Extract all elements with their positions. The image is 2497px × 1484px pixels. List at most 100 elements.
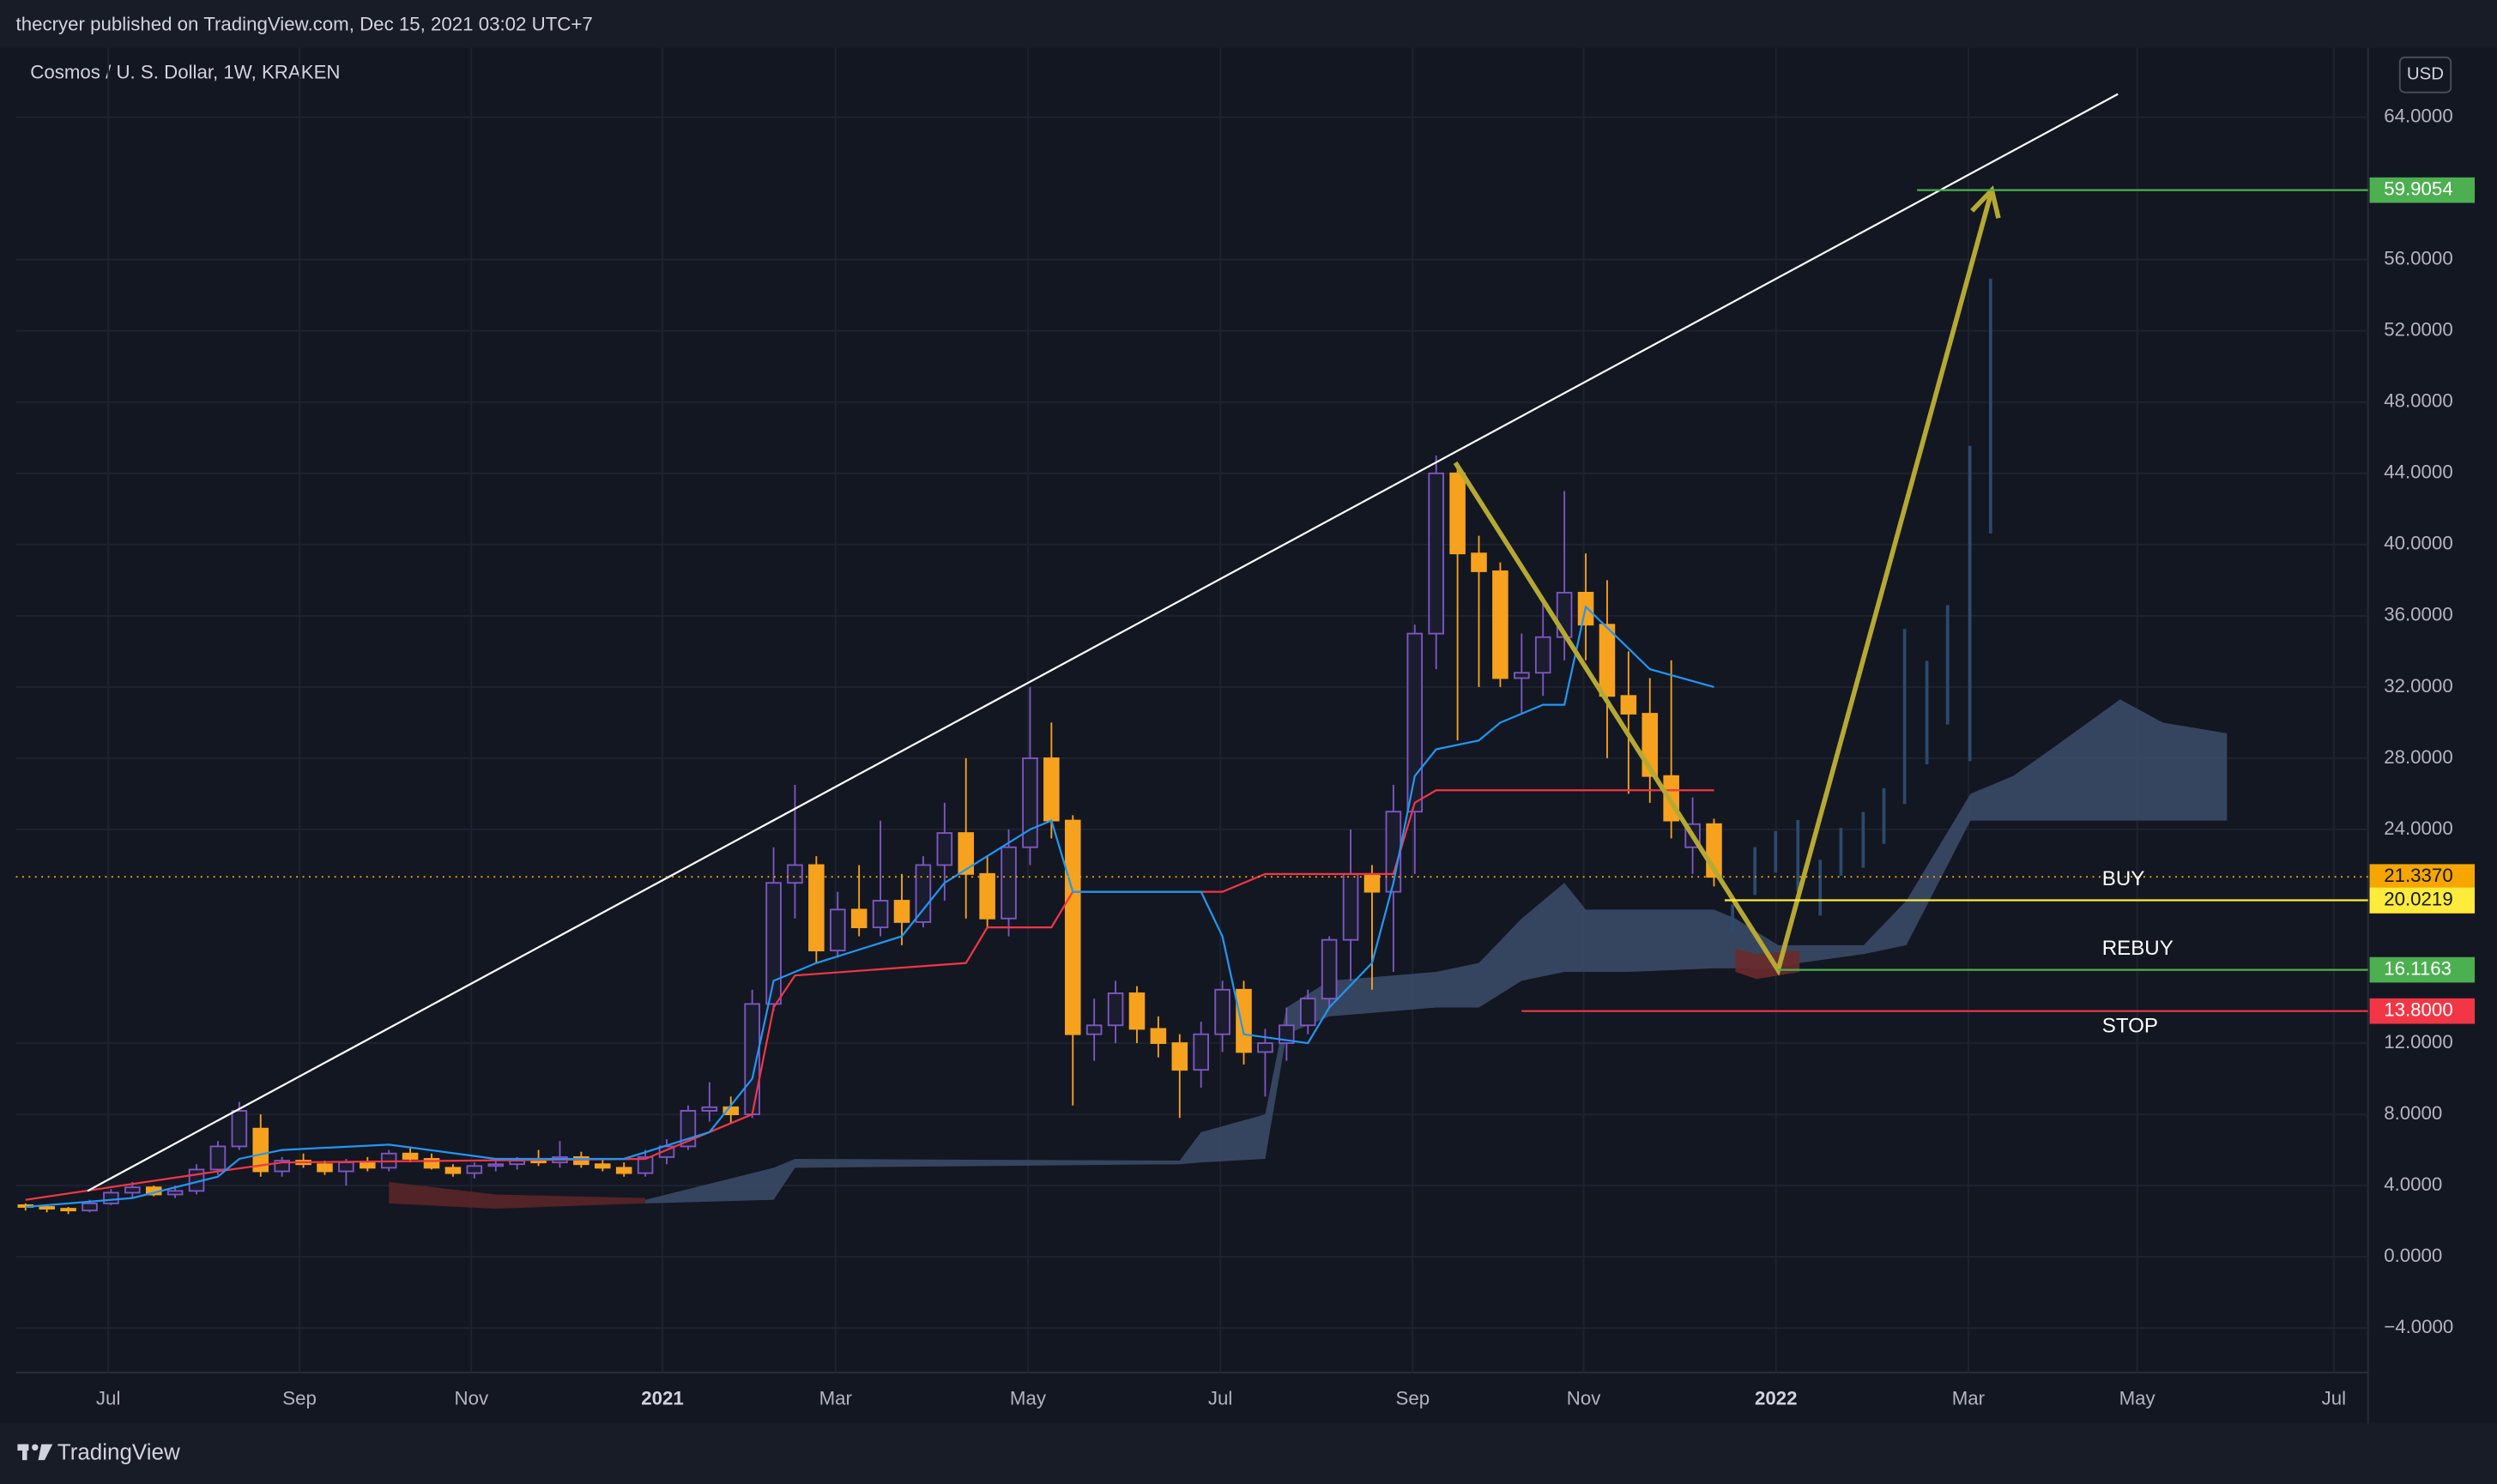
level-price-label: 13.8000: [2384, 999, 2452, 1021]
candle-body: [338, 1161, 354, 1173]
y-tick-label: 28.0000: [2384, 746, 2452, 768]
candle-body: [637, 1155, 654, 1174]
candle-body: [701, 1106, 718, 1112]
x-tick-label: Mar: [819, 1388, 853, 1409]
brand-logo: [17, 1444, 53, 1461]
candle-body: [317, 1163, 333, 1173]
y-tick-label: 24.0000: [2384, 817, 2452, 839]
level-name: STOP: [2102, 1015, 2158, 1038]
candle-body: [252, 1127, 269, 1173]
currency-box[interactable]: [2398, 56, 2452, 94]
trend-line: [87, 93, 2119, 1192]
candle-body: [1085, 1024, 1103, 1035]
candle-body: [423, 1158, 440, 1169]
level-price-label: 20.0219: [2384, 888, 2452, 909]
candle-body: [979, 872, 995, 920]
candle-body: [1492, 570, 1508, 679]
candle-body: [1064, 819, 1081, 1035]
candle-body: [872, 900, 889, 929]
x-tick-label: Sep: [282, 1388, 317, 1409]
candle-body: [360, 1161, 376, 1169]
y-tick-label: 12.0000: [2384, 1031, 2452, 1053]
x-tick-label: Jul: [96, 1388, 120, 1409]
ichimoku-cloud: [389, 1181, 646, 1210]
candle-body: [509, 1160, 525, 1166]
candle-body: [1001, 846, 1017, 920]
currency[interactable]: USD: [2407, 65, 2444, 84]
y-tick-label: −4.0000: [2384, 1316, 2453, 1337]
symbol-title: Cosmos / U. S. Dollar, 1W, KRAKEN: [30, 61, 340, 82]
y-tick-label: 44.0000: [2384, 461, 2452, 483]
y-tick-label: 56.0000: [2384, 248, 2452, 269]
level-price-label: 16.1163: [2384, 957, 2452, 979]
x-tick-label: May: [2119, 1388, 2156, 1409]
candle-body: [1043, 757, 1060, 822]
candle-body: [466, 1165, 483, 1174]
candle-body: [1128, 992, 1146, 1030]
candle-body: [1299, 998, 1316, 1027]
candle-body: [615, 1167, 632, 1174]
level-price-box: [2369, 956, 2476, 983]
candle-body: [487, 1163, 505, 1167]
candle-body: [808, 864, 825, 952]
y-tick-label: 32.0000: [2384, 675, 2452, 697]
candle-body: [1321, 938, 1338, 1000]
x-tick-label: Jul: [1208, 1388, 1232, 1409]
x-tick-label: 2022: [1755, 1388, 1798, 1409]
y-tick-label: 0.0000: [2384, 1245, 2442, 1266]
candle-body: [1214, 988, 1230, 1035]
candle-body: [60, 1208, 76, 1212]
candle-body: [166, 1190, 184, 1196]
level-price-box: [2369, 998, 2476, 1024]
y-tick-label: 40.0000: [2384, 533, 2452, 554]
candle-body: [209, 1145, 227, 1171]
candle-body: [231, 1109, 248, 1148]
candle-body: [936, 832, 953, 866]
candle-body: [1471, 552, 1487, 572]
x-tick-label: Mar: [1952, 1388, 1986, 1409]
projection-bars: [1731, 278, 1992, 933]
x-tick-label: Jul: [2322, 1388, 2346, 1409]
byline: thecryer published on TradingView.com, D…: [16, 14, 593, 35]
candle-body: [595, 1163, 611, 1169]
ichimoku-cloud: [645, 699, 2228, 1203]
y-tick-label: 4.0000: [2384, 1173, 2442, 1195]
last-price-label: 21.3370: [2384, 865, 2452, 886]
candle-body: [1236, 988, 1252, 1053]
bottom-bar: [0, 1423, 2497, 1484]
level-price-box: [2369, 177, 2476, 203]
candle-body: [787, 864, 803, 884]
candle-body: [1620, 695, 1637, 715]
x-tick-label: May: [1010, 1388, 1047, 1409]
y-tick-label: 64.0000: [2384, 106, 2452, 127]
candle-body: [1406, 632, 1424, 813]
brand: TradingView: [57, 1439, 180, 1465]
candle-body: [1534, 636, 1551, 674]
level-price-box: [2369, 887, 2476, 914]
candle-body: [915, 864, 932, 923]
candle-body: [893, 900, 910, 923]
candle-body: [124, 1186, 141, 1194]
candle-body: [82, 1202, 98, 1212]
candle-body: [103, 1191, 119, 1204]
candle-body: [573, 1155, 589, 1166]
candle-body: [1279, 1024, 1295, 1044]
candle-body: [765, 882, 782, 1005]
candle-body: [1022, 757, 1038, 848]
level-name: BUY: [2102, 867, 2145, 890]
y-tick-label: 52.0000: [2384, 319, 2452, 341]
candle-body: [402, 1152, 419, 1160]
y-tick-label: 36.0000: [2384, 604, 2452, 625]
candle-body: [1514, 672, 1530, 679]
x-tick-label: Nov: [455, 1388, 489, 1409]
overlay: 64.0000 56.0000 52.0000 48.0000 44.0000 40.00…: [15, 93, 2476, 1409]
x-tick-label: Nov: [1567, 1388, 1601, 1409]
candle-body: [39, 1206, 55, 1210]
candle-body: [958, 832, 974, 875]
tenkan-line: [25, 605, 1714, 1209]
level-name: REBUY: [2102, 937, 2174, 960]
candle-body: [1193, 1033, 1209, 1071]
plot-area: [15, 47, 2368, 1373]
